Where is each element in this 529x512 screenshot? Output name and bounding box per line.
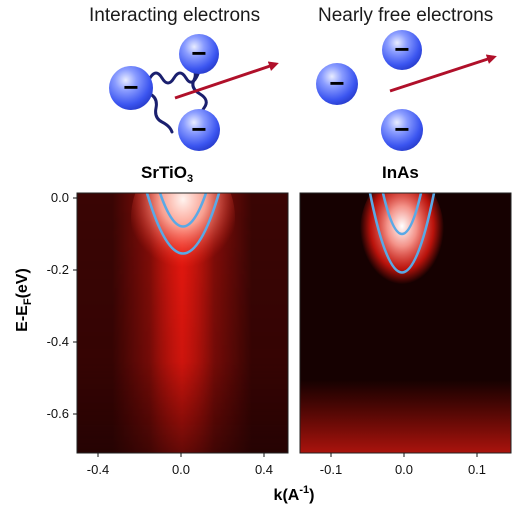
electron-sphere: − xyxy=(316,63,358,105)
electron-sphere: − xyxy=(179,34,219,74)
y-axis xyxy=(73,197,77,415)
electron-sphere: − xyxy=(382,30,422,70)
label-srtio3: SrTiO3 xyxy=(141,163,193,185)
electron-sphere: − xyxy=(381,109,423,151)
y-tick-label: -0.4 xyxy=(47,334,69,349)
y-axis-label: E-EF(eV) xyxy=(14,268,34,332)
x-tick-label: -0.1 xyxy=(320,462,342,477)
title-interacting: Interacting electrons xyxy=(89,5,260,26)
minus-icon: − xyxy=(394,114,409,144)
arpes-panel-inas xyxy=(300,193,511,453)
x-axis-label: k(A-1) xyxy=(274,484,315,504)
x-tick-label: 0.4 xyxy=(255,462,273,477)
x-tick-label: 0.0 xyxy=(172,462,190,477)
y-tick-label: -0.2 xyxy=(47,262,69,277)
band-inner xyxy=(381,193,423,236)
electron-sphere: − xyxy=(178,109,220,151)
minus-icon: − xyxy=(191,114,206,144)
band-outer xyxy=(368,193,436,274)
band-outer xyxy=(145,193,221,255)
frame-left xyxy=(76,192,289,454)
minus-icon: − xyxy=(329,68,344,98)
x-tick-label: 0.0 xyxy=(395,462,413,477)
arrow-icon xyxy=(389,54,497,93)
label-inas: InAs xyxy=(382,163,419,182)
minus-icon: − xyxy=(123,72,138,102)
x-axis-left xyxy=(97,453,265,457)
y-tick-label: 0.0 xyxy=(51,190,69,205)
x-axis-right xyxy=(330,453,478,457)
y-tick-label: -0.6 xyxy=(47,406,69,421)
arrow-icon xyxy=(174,61,279,100)
arpes-panel-srtio3 xyxy=(77,193,288,453)
x-tick-label: -0.4 xyxy=(87,462,109,477)
frame-right xyxy=(299,192,512,454)
minus-icon: − xyxy=(394,34,409,64)
electron-sphere: − xyxy=(109,66,153,110)
band-inner xyxy=(158,193,208,228)
minus-icon: − xyxy=(191,38,206,68)
x-tick-label: 0.1 xyxy=(468,462,486,477)
title-free: Nearly free electrons xyxy=(318,5,493,26)
